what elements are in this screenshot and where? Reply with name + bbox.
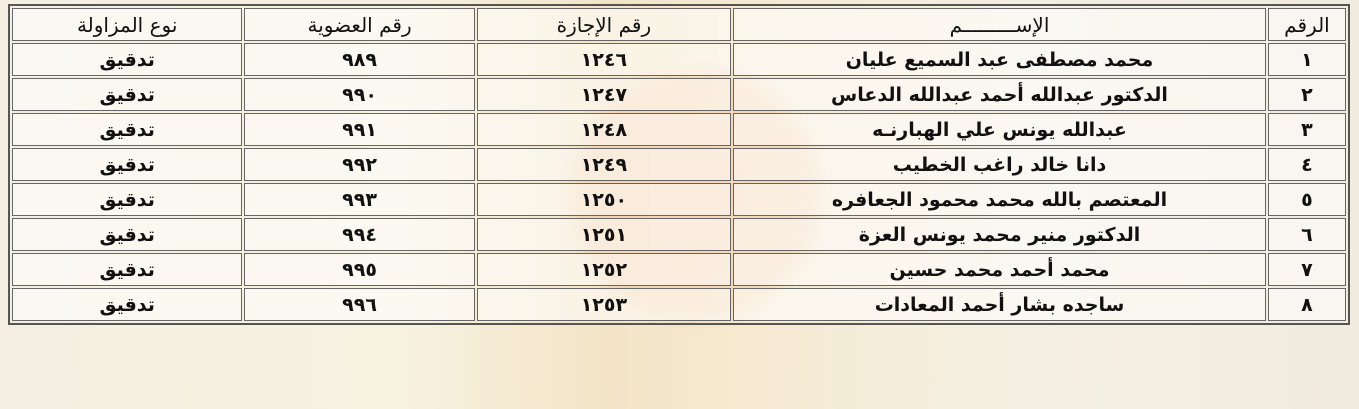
header-row: الرقم الإســـــــــم رقم الإجازة رقم الع… [12, 8, 1346, 41]
cell-name: محمد أحمد محمد حسين [733, 253, 1266, 286]
cell-no: ٨ [1267, 288, 1346, 321]
cell-membership: ٩٩٥ [244, 253, 475, 286]
table-row: ٥ المعتصم بالله محمد محمود الجعافره ١٢٥٠ ٩٩… [12, 183, 1346, 216]
cell-name: الدكتور منير محمد يونس العزة [733, 218, 1266, 251]
cell-license: ١٢٥١ [476, 218, 732, 251]
header-practice-type: نوع المزاولة [12, 8, 243, 41]
table-row: ٤ دانا خالد راغب الخطيب ١٢٤٩ ٩٩٢ تدقيق [12, 148, 1346, 181]
header-name: الإســـــــــم [733, 8, 1266, 41]
cell-license: ١٢٤٧ [476, 78, 732, 111]
cell-no: ٣ [1267, 113, 1346, 146]
cell-license: ١٢٥٢ [476, 253, 732, 286]
cell-name: الدكتور عبدالله أحمد عبدالله الدعاس [733, 78, 1266, 111]
cell-license: ١٢٤٦ [476, 43, 732, 76]
table-row: ٢ الدكتور عبدالله أحمد عبدالله الدعاس ١٢٤٧… [12, 78, 1346, 111]
cell-license: ١٢٤٩ [476, 148, 732, 181]
header-no: الرقم [1267, 8, 1346, 41]
cell-membership: ٩٩٦ [244, 288, 475, 321]
header-membership: رقم العضوية [244, 8, 475, 41]
cell-name: عبدالله يونس علي الهبارنـه [733, 113, 1266, 146]
cell-practice-type: تدقيق [12, 43, 243, 76]
cell-membership: ٩٩١ [244, 113, 475, 146]
cell-no: ٧ [1267, 253, 1346, 286]
members-table: الرقم الإســـــــــم رقم الإجازة رقم الع… [8, 4, 1350, 325]
cell-no: ٦ [1267, 218, 1346, 251]
cell-practice-type: تدقيق [12, 148, 243, 181]
cell-no: ٥ [1267, 183, 1346, 216]
cell-practice-type: تدقيق [12, 253, 243, 286]
cell-name: دانا خالد راغب الخطيب [733, 148, 1266, 181]
cell-practice-type: تدقيق [12, 218, 243, 251]
cell-no: ٤ [1267, 148, 1346, 181]
cell-name: ساجده بشار أحمد المعادات [733, 288, 1266, 321]
table-row: ٧ محمد أحمد محمد حسين ١٢٥٢ ٩٩٥ تدقيق [12, 253, 1346, 286]
cell-license: ١٢٥٣ [476, 288, 732, 321]
cell-name: محمد مصطفى عبد السميع عليان [733, 43, 1266, 76]
cell-membership: ٩٨٩ [244, 43, 475, 76]
table-row: ٦ الدكتور منير محمد يونس العزة ١٢٥١ ٩٩٤ تدقي… [12, 218, 1346, 251]
cell-name: المعتصم بالله محمد محمود الجعافره [733, 183, 1266, 216]
cell-license: ١٢٤٨ [476, 113, 732, 146]
cell-license: ١٢٥٠ [476, 183, 732, 216]
cell-membership: ٩٩٣ [244, 183, 475, 216]
cell-practice-type: تدقيق [12, 183, 243, 216]
table-row: ١ محمد مصطفى عبد السميع عليان ١٢٤٦ ٩٨٩ تدقيق [12, 43, 1346, 76]
cell-membership: ٩٩٢ [244, 148, 475, 181]
cell-no: ٢ [1267, 78, 1346, 111]
cell-practice-type: تدقيق [12, 78, 243, 111]
table-row: ٨ ساجده بشار أحمد المعادات ١٢٥٣ ٩٩٦ تدقيق [12, 288, 1346, 321]
cell-membership: ٩٩٤ [244, 218, 475, 251]
cell-no: ١ [1267, 43, 1346, 76]
header-license: رقم الإجازة [476, 8, 732, 41]
table-row: ٣ عبدالله يونس علي الهبارنـه ١٢٤٨ ٩٩١ تدقيق [12, 113, 1346, 146]
cell-membership: ٩٩٠ [244, 78, 475, 111]
cell-practice-type: تدقيق [12, 113, 243, 146]
cell-practice-type: تدقيق [12, 288, 243, 321]
